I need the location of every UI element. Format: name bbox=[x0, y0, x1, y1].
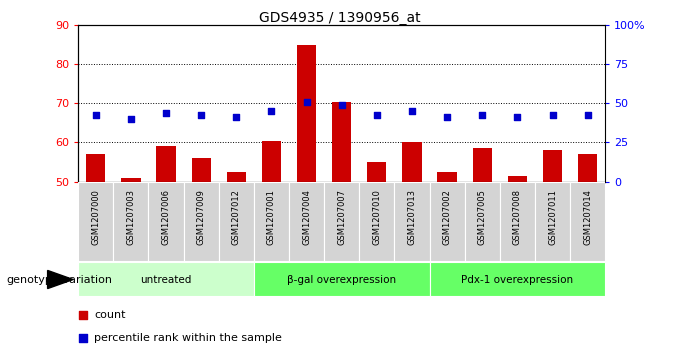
Text: GDS4935 / 1390956_at: GDS4935 / 1390956_at bbox=[259, 11, 421, 25]
Text: GSM1207013: GSM1207013 bbox=[407, 189, 416, 245]
Polygon shape bbox=[48, 270, 73, 289]
Bar bbox=[78, 262, 254, 296]
Bar bbox=[500, 182, 535, 261]
Point bbox=[125, 116, 136, 122]
Text: GSM1207011: GSM1207011 bbox=[548, 189, 557, 245]
Bar bbox=[508, 176, 527, 182]
Bar bbox=[219, 182, 254, 261]
Bar bbox=[254, 182, 289, 261]
Point bbox=[78, 335, 89, 341]
Bar bbox=[289, 182, 324, 261]
Bar bbox=[535, 182, 570, 261]
Bar bbox=[254, 262, 430, 296]
Bar bbox=[297, 45, 316, 182]
Bar bbox=[473, 148, 492, 182]
Point bbox=[196, 112, 207, 118]
Text: GSM1207003: GSM1207003 bbox=[126, 189, 135, 245]
Bar bbox=[543, 150, 562, 182]
Point bbox=[301, 99, 312, 105]
Point bbox=[336, 102, 347, 108]
Bar bbox=[156, 146, 175, 182]
Text: GSM1207014: GSM1207014 bbox=[583, 189, 592, 245]
Point bbox=[547, 112, 558, 118]
Text: GSM1207006: GSM1207006 bbox=[162, 189, 171, 245]
Text: GSM1207009: GSM1207009 bbox=[197, 189, 205, 245]
Point bbox=[582, 112, 593, 118]
Text: GSM1207002: GSM1207002 bbox=[443, 189, 452, 245]
Point bbox=[78, 311, 89, 317]
Point bbox=[477, 112, 488, 118]
Bar bbox=[86, 154, 105, 182]
Bar bbox=[464, 182, 500, 261]
Point bbox=[371, 112, 382, 118]
Bar bbox=[148, 182, 184, 261]
Bar bbox=[578, 154, 597, 182]
Text: GSM1207004: GSM1207004 bbox=[302, 189, 311, 245]
Bar bbox=[332, 102, 352, 182]
Text: untreated: untreated bbox=[140, 274, 192, 285]
Text: GSM1207001: GSM1207001 bbox=[267, 189, 276, 245]
Bar bbox=[367, 162, 386, 182]
Text: GSM1207000: GSM1207000 bbox=[91, 189, 100, 245]
Bar bbox=[394, 182, 430, 261]
Text: GSM1207008: GSM1207008 bbox=[513, 189, 522, 245]
Point bbox=[160, 110, 171, 116]
Bar bbox=[121, 178, 141, 182]
Bar bbox=[114, 182, 148, 261]
Bar bbox=[262, 140, 281, 182]
Bar bbox=[192, 158, 211, 182]
Text: genotype/variation: genotype/variation bbox=[7, 274, 113, 285]
Text: β-gal overexpression: β-gal overexpression bbox=[287, 274, 396, 285]
Bar bbox=[430, 182, 464, 261]
Bar bbox=[184, 182, 219, 261]
Point bbox=[442, 114, 453, 120]
Bar bbox=[78, 182, 114, 261]
Text: Pdx-1 overexpression: Pdx-1 overexpression bbox=[461, 274, 573, 285]
Point bbox=[266, 108, 277, 114]
Bar bbox=[226, 172, 246, 182]
Text: GSM1207010: GSM1207010 bbox=[373, 189, 381, 245]
Bar bbox=[430, 262, 605, 296]
Bar bbox=[403, 142, 422, 182]
Text: count: count bbox=[94, 310, 126, 319]
Point bbox=[231, 114, 242, 120]
Text: percentile rank within the sample: percentile rank within the sample bbox=[94, 333, 282, 343]
Bar bbox=[324, 182, 359, 261]
Point bbox=[512, 114, 523, 120]
Bar bbox=[437, 172, 457, 182]
Point bbox=[407, 108, 418, 114]
Bar bbox=[359, 182, 394, 261]
Text: GSM1207007: GSM1207007 bbox=[337, 189, 346, 245]
Point bbox=[90, 112, 101, 118]
Bar bbox=[570, 182, 605, 261]
Text: GSM1207005: GSM1207005 bbox=[478, 189, 487, 245]
Text: GSM1207012: GSM1207012 bbox=[232, 189, 241, 245]
